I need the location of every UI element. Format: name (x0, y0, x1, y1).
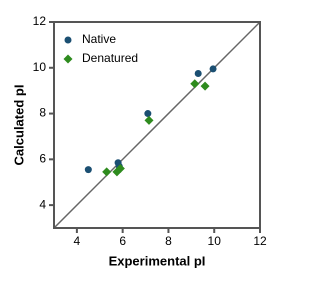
point (84, 166, 92, 174)
legend-marker (63, 54, 73, 64)
y-tick-label: 6 (39, 152, 46, 166)
point (144, 110, 152, 118)
x-tick-label: 8 (165, 234, 172, 248)
x-tick-label: 4 (74, 234, 81, 248)
legend-label: Native (82, 32, 116, 46)
x-tick-label: 12 (253, 234, 267, 248)
point (144, 115, 154, 125)
point (209, 65, 217, 73)
legend-label: Denatured (82, 51, 138, 65)
point (102, 167, 112, 177)
y-tick-label: 4 (39, 197, 46, 211)
y-axis-title: Calculated pI (11, 85, 26, 166)
y-tick-label: 12 (33, 14, 47, 28)
x-tick-label: 6 (119, 234, 126, 248)
y-tick-label: 10 (33, 60, 47, 74)
point (115, 163, 125, 173)
legend-marker (64, 36, 72, 44)
plot-frame (53, 21, 261, 229)
point (194, 70, 202, 77)
point (190, 79, 200, 89)
x-tick-label: 10 (208, 234, 222, 248)
chart: Experimental pI Calculated pI 4 6 8 10 12 4 6 8… (11, 14, 267, 268)
point (200, 81, 210, 91)
x-axis-title: Experimental pI (109, 253, 206, 268)
y-tick-label: 8 (39, 106, 46, 120)
identity-line (53, 21, 261, 229)
